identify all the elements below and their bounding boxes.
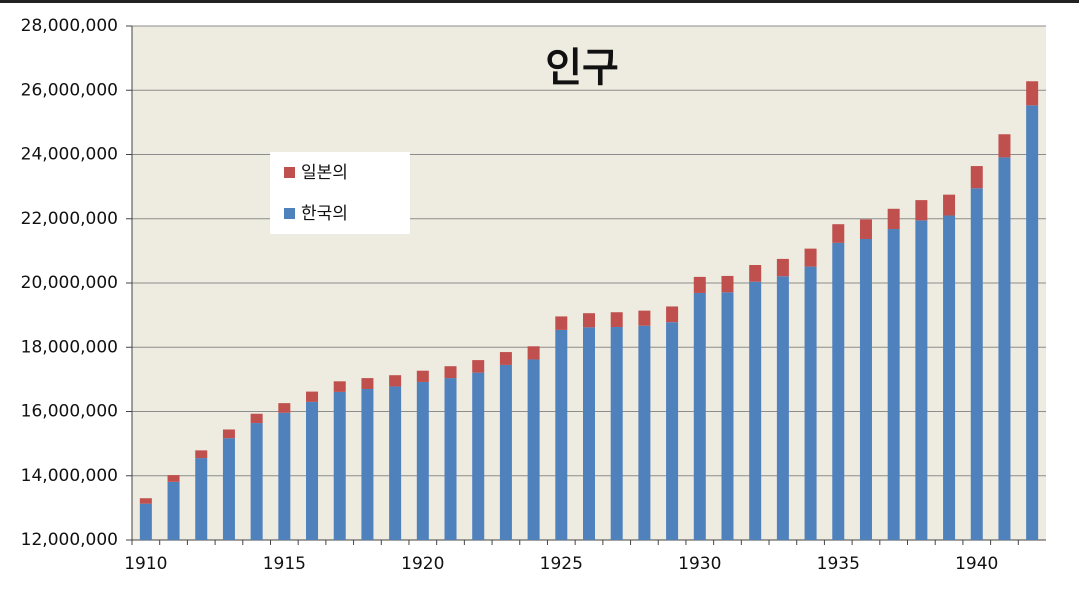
bar-segment (887, 229, 900, 540)
bar-segment (666, 306, 679, 323)
bar-segment (804, 266, 817, 540)
bar-segment (887, 208, 900, 230)
bar-segment (222, 438, 235, 540)
x-tick-label: 1930 (678, 554, 721, 574)
bar-segment (167, 475, 180, 482)
bar-segment (749, 281, 762, 540)
y-tick-label: 22,000,000 (21, 209, 118, 229)
bar-segment (472, 372, 485, 540)
bar-segment (139, 498, 152, 504)
bar-segment (693, 276, 706, 293)
bar-segment (499, 352, 512, 365)
bar-segment (361, 378, 374, 390)
top-border (0, 0, 1079, 3)
bar-segment (943, 215, 956, 540)
bar-segment (278, 403, 291, 413)
y-tick-label: 24,000,000 (21, 145, 118, 165)
bar-segment (583, 327, 595, 540)
bar-segment (389, 386, 402, 540)
x-tick-label: 1920 (401, 554, 444, 574)
bar-segment (499, 364, 512, 540)
y-tick-label: 26,000,000 (21, 80, 118, 100)
bar-segment (859, 238, 872, 540)
legend-swatch (284, 167, 295, 178)
bar-segment (1026, 81, 1039, 106)
bar-segment (804, 248, 817, 267)
bar-segment (278, 412, 291, 540)
bar-segment (859, 219, 872, 239)
bar-segment (970, 188, 983, 540)
bar-segment (195, 458, 208, 540)
y-tick-label: 16,000,000 (21, 402, 118, 422)
x-tick-label: 1940 (955, 554, 998, 574)
bar-segment (527, 359, 540, 540)
bar-segment (527, 346, 540, 360)
legend-label: 한국의 (301, 204, 348, 224)
bar-segment (195, 450, 208, 459)
bar-segment (416, 370, 429, 382)
bar-segment (1026, 105, 1039, 540)
bar-segment (721, 275, 734, 293)
bar-segment (472, 360, 485, 373)
chart-title: 인구 (545, 45, 619, 91)
bar-segment (832, 224, 845, 243)
bar-segment (721, 292, 734, 540)
bar-segment (998, 134, 1011, 158)
x-tick-label: 1925 (540, 554, 583, 574)
y-tick-label: 28,000,000 (21, 16, 118, 36)
x-tick-label: 1935 (817, 554, 860, 574)
bar-segment (943, 194, 956, 216)
bar-segment (776, 258, 789, 277)
bar-segment (306, 401, 319, 540)
bar-segment (389, 375, 402, 387)
bar-segment (306, 391, 319, 402)
bar-segment (693, 292, 706, 540)
bar-segment (610, 327, 623, 540)
y-tick-label: 18,000,000 (21, 337, 118, 357)
bar-segment (638, 325, 651, 540)
bar-segment (666, 322, 679, 540)
bar-segment (583, 313, 595, 328)
bar-segment (139, 503, 152, 540)
bar-segment (832, 242, 845, 540)
y-tick-label: 20,000,000 (21, 273, 118, 293)
legend-swatch (284, 208, 295, 219)
bar-segment (444, 366, 457, 379)
bar-segment (250, 423, 263, 540)
x-tick-label: 1910 (124, 554, 167, 574)
legend-box (270, 152, 410, 234)
bar-segment (361, 389, 374, 540)
bar-segment (167, 481, 180, 540)
bar-segment (915, 200, 928, 221)
bar-segment (555, 329, 568, 540)
bar-segment (333, 381, 346, 392)
bar-segment (970, 166, 983, 189)
bar-segment (222, 429, 235, 439)
bar-segment (610, 312, 623, 328)
bar-segment (915, 220, 928, 540)
bar-segment (444, 378, 457, 540)
x-tick-label: 1915 (263, 554, 306, 574)
bar-segment (998, 157, 1011, 541)
bar-segment (638, 310, 651, 326)
bar-segment (416, 381, 429, 540)
bar-segment (749, 265, 762, 282)
bar-segment (333, 391, 346, 540)
y-tick-label: 12,000,000 (21, 530, 118, 550)
y-tick-label: 14,000,000 (21, 466, 118, 486)
bar-segment (776, 276, 789, 540)
bar-segment (555, 316, 568, 330)
legend-label: 일본의 (301, 163, 348, 183)
bar-segment (250, 413, 263, 424)
